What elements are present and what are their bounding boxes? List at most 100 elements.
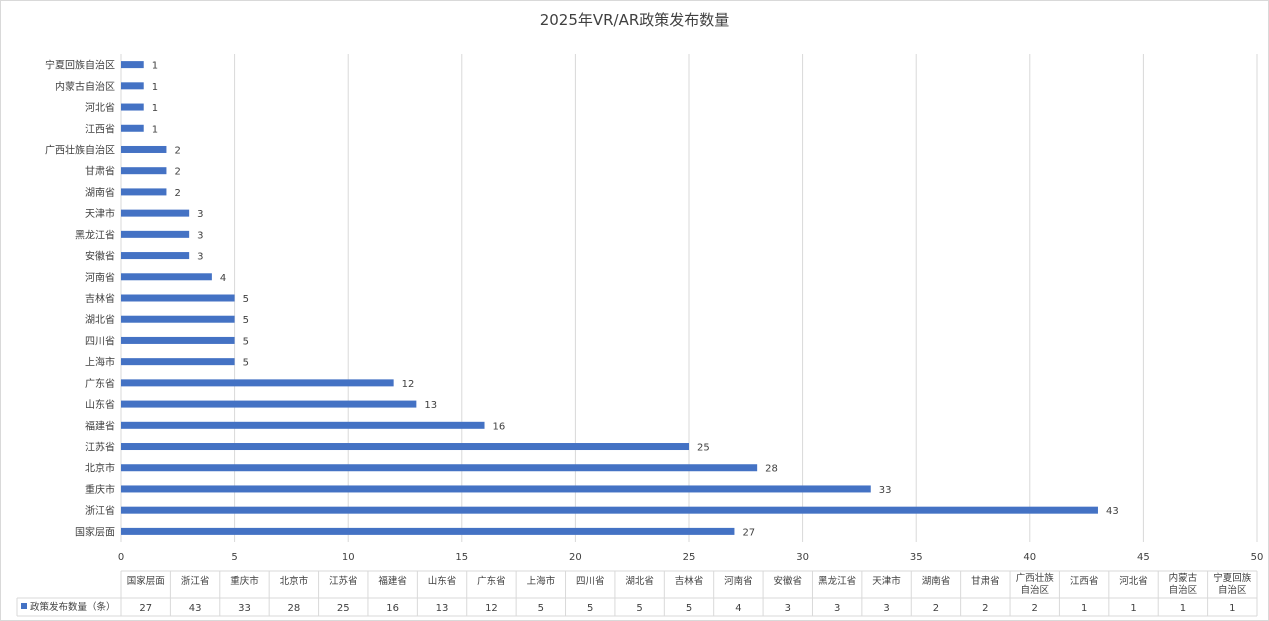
table-value-安徽省: 3 <box>785 603 791 614</box>
category-label-四川省: 四川省 <box>85 334 115 347</box>
table-value-吉林省: 5 <box>686 603 692 614</box>
bar-浙江省 <box>121 506 1098 514</box>
table-value-福建省: 16 <box>386 603 399 614</box>
table-value-江苏省: 25 <box>337 603 350 614</box>
data-label-湖北省: 5 <box>243 315 249 326</box>
data-label-福建省: 16 <box>493 421 506 432</box>
table-value-国家层面: 27 <box>139 603 152 614</box>
x-tick-label-15: 15 <box>455 552 468 563</box>
table-value-河南省: 4 <box>735 603 741 614</box>
category-label-北京市: 北京市 <box>85 462 115 475</box>
category-label-黑龙江省: 黑龙江省 <box>75 228 115 241</box>
table-value-内蒙古自治区: 1 <box>1180 603 1186 614</box>
x-tick-label-50: 50 <box>1251 552 1264 563</box>
table-header-湖南省: 湖南省 <box>922 575 951 587</box>
bar-国家层面 <box>121 527 735 535</box>
table-value-上海市: 5 <box>538 603 544 614</box>
table-header-山东省: 山东省 <box>428 575 457 587</box>
table-header-内蒙古自治区: 内蒙古自治区 <box>1169 572 1198 596</box>
category-label-山东省: 山东省 <box>85 398 115 411</box>
table-value-江西省: 1 <box>1081 603 1087 614</box>
bar-湖南省 <box>121 188 167 196</box>
data-label-河南省: 4 <box>220 273 226 284</box>
category-label-吉林省: 吉林省 <box>85 292 115 305</box>
table-header-河南省: 河南省 <box>724 575 753 587</box>
table-header-广西壮族自治区: 广西壮族自治区 <box>1016 572 1055 596</box>
category-label-河南省: 河南省 <box>85 271 115 284</box>
data-label-甘肃省: 2 <box>174 167 180 178</box>
bar-广东省 <box>121 379 394 387</box>
table-value-浙江省: 43 <box>189 603 202 614</box>
bar-河南省 <box>121 273 212 281</box>
bar-黑龙江省 <box>121 230 190 238</box>
table-header-国家层面: 国家层面 <box>127 575 165 587</box>
value-axis-tick-labels: 0 5 10 15 20 25 30 35 40 45 50 <box>118 552 1264 563</box>
table-header-福建省: 福建省 <box>378 575 407 587</box>
table-header-黑龙江省: 黑龙江省 <box>818 575 856 587</box>
table-header-河北省: 河北省 <box>1119 575 1148 587</box>
table-header-天津市: 天津市 <box>872 575 901 587</box>
x-tick-label-5: 5 <box>231 552 237 563</box>
table-value-四川省: 5 <box>587 603 593 614</box>
table-value-黑龙江省: 3 <box>834 603 840 614</box>
x-tick-label-40: 40 <box>1023 552 1036 563</box>
category-label-宁夏回族自治区: 宁夏回族自治区 <box>45 59 115 72</box>
data-label-广西壮族自治区: 2 <box>174 145 180 156</box>
bar-江西省 <box>121 124 144 132</box>
data-label-上海市: 5 <box>243 358 249 369</box>
x-tick-label-35: 35 <box>910 552 923 563</box>
category-label-湖北省: 湖北省 <box>85 313 115 326</box>
bar-内蒙古自治区 <box>121 82 144 90</box>
category-label-重庆市: 重庆市 <box>85 483 115 496</box>
data-label-湖南省: 2 <box>174 188 180 199</box>
data-label-内蒙古自治区: 1 <box>152 82 158 93</box>
table-value-广西壮族自治区: 2 <box>1032 603 1038 614</box>
data-label-广东省: 12 <box>402 379 415 390</box>
table-header-广东省: 广东省 <box>477 575 506 587</box>
category-label-安徽省: 安徽省 <box>85 250 115 263</box>
bars <box>121 61 1098 535</box>
table-value-湖南省: 2 <box>933 603 939 614</box>
bar-山东省 <box>121 400 417 408</box>
bar-河北省 <box>121 103 144 111</box>
data-label-江西省: 1 <box>152 124 158 135</box>
table-value-广东省: 12 <box>485 603 498 614</box>
x-tick-label-25: 25 <box>683 552 696 563</box>
bar-天津市 <box>121 209 190 217</box>
table-value-甘肃省: 2 <box>982 603 988 614</box>
data-label-国家层面: 27 <box>742 527 755 538</box>
table-value-天津市: 3 <box>883 603 889 614</box>
table-header-浙江省: 浙江省 <box>181 575 210 587</box>
x-tick-label-0: 0 <box>118 552 124 563</box>
category-label-甘肃省: 甘肃省 <box>85 165 115 178</box>
category-label-福建省: 福建省 <box>85 419 115 432</box>
data-label-重庆市: 33 <box>879 485 892 496</box>
bar-江苏省 <box>121 443 689 451</box>
category-axis-labels: 国家层面 浙江省 重庆市 北京市 江苏省 福建省 山东省 广东省 上海市 四川省 湖北省 吉林省 河南省… <box>45 59 115 539</box>
data-label-北京市: 28 <box>765 464 778 475</box>
table-header-上海市: 上海市 <box>527 575 556 587</box>
category-label-天津市: 天津市 <box>85 207 115 220</box>
table-header-吉林省: 吉林省 <box>675 575 704 587</box>
table-header-宁夏回族自治区: 宁夏回族自治区 <box>1213 572 1252 596</box>
category-label-湖南省: 湖南省 <box>85 186 115 199</box>
table-value-宁夏回族自治区: 1 <box>1229 603 1235 614</box>
category-label-上海市: 上海市 <box>85 356 115 369</box>
data-label-河北省: 1 <box>152 103 158 114</box>
bar-上海市 <box>121 358 235 366</box>
bar-宁夏回族自治区 <box>121 61 144 69</box>
table-header-江苏省: 江苏省 <box>329 575 358 587</box>
bar-湖北省 <box>121 315 235 323</box>
category-label-广东省: 广东省 <box>85 377 115 390</box>
table-value-北京市: 28 <box>288 603 301 614</box>
data-label-山东省: 13 <box>424 400 437 411</box>
bar-甘肃省 <box>121 167 167 175</box>
x-tick-label-45: 45 <box>1137 552 1150 563</box>
table-value-重庆市: 33 <box>238 603 251 614</box>
table-header-四川省: 四川省 <box>576 575 605 587</box>
category-label-河北省: 河北省 <box>85 101 115 114</box>
table-value-山东省: 13 <box>436 603 449 614</box>
data-label-安徽省: 3 <box>197 252 203 263</box>
